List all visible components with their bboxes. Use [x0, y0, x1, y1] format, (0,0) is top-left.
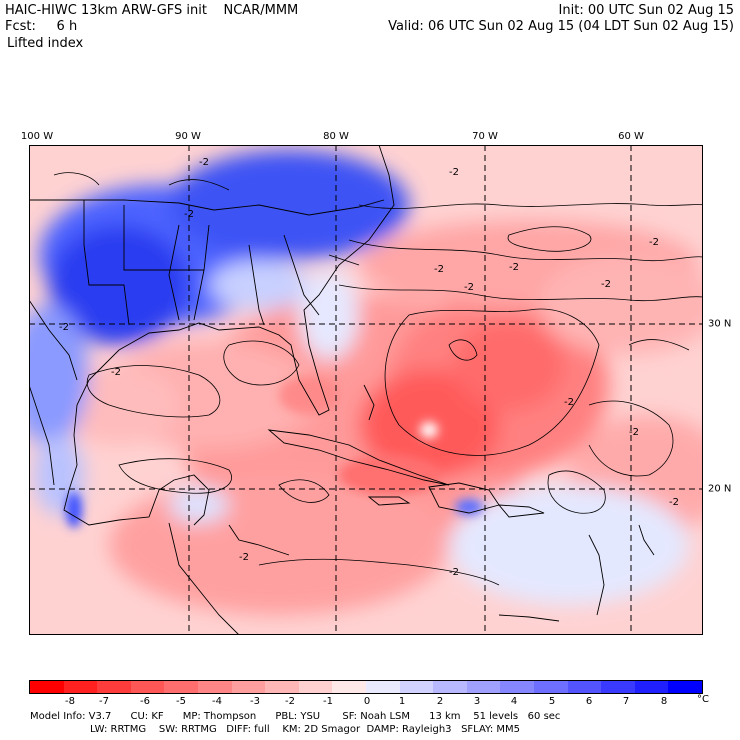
colorbar-swatch: [231, 681, 266, 693]
colorbar-swatch: [332, 681, 366, 693]
colorbar-swatch: [63, 681, 98, 693]
lat-lon-grid: [29, 145, 703, 635]
contour-label: -2: [449, 167, 459, 178]
contour-label: -2: [509, 262, 519, 273]
colorbar-swatch: [668, 681, 702, 693]
colorbar-tick: 2: [436, 696, 444, 707]
model-title: HAIC-HIWC 13km ARW-GFS init NCAR/MMM: [5, 3, 299, 18]
colorbar-tick: 8: [660, 696, 668, 707]
colorbar-tick: 0: [363, 696, 371, 707]
colorbar-swatch: [634, 681, 669, 693]
colorbar-tick: -3: [250, 696, 260, 707]
contour-label: -2: [239, 552, 249, 563]
contour-label: -2: [111, 367, 121, 378]
map-canvas: -2 -2 -2 -2 -2 -2 -2 -2 -2 -2 -2 -2 -2 -…: [29, 145, 703, 635]
contour-label: -2: [59, 322, 69, 333]
colorbar-tick: -2: [285, 696, 295, 707]
lon-label-90w: 90 W: [175, 131, 201, 142]
contour-label: -2: [449, 567, 459, 578]
colorbar-tick: -7: [99, 696, 109, 707]
contour-label: -2: [669, 497, 679, 508]
colorbar-unit: °C: [697, 694, 709, 705]
colorbar-swatch: [500, 681, 534, 693]
forecast-hour: Fcst: 6 h: [5, 19, 78, 34]
contour-label: -2: [601, 279, 611, 290]
colorbar-tick: -8: [65, 696, 75, 707]
colorbar-swatch: [265, 681, 299, 693]
colorbar-swatch: [164, 681, 198, 693]
model-info-line-1: Model Info: V3.7 CU: KF MP: Thompson PBL…: [30, 711, 561, 722]
colorbar-tick: 4: [510, 696, 518, 707]
lon-label-80w: 80 W: [323, 131, 349, 142]
lat-label-20n: 20 N: [708, 483, 732, 495]
colorbar-swatch: [97, 681, 131, 693]
contour-label: -2: [464, 282, 474, 293]
colorbar-swatch: [567, 681, 602, 693]
colorbar-swatch: [601, 681, 635, 693]
colorbar-swatch: [399, 681, 434, 693]
map-border: [29, 145, 703, 635]
lon-label-60w: 60 W: [618, 131, 644, 142]
contour-label: -2: [649, 237, 659, 248]
contour-label: -2: [199, 157, 209, 168]
coastlines: [29, 145, 655, 635]
field-shading: [29, 150, 703, 615]
contour-label: -2: [629, 427, 639, 438]
contour-label-group: -2 -2 -2 -2 -2 -2 -2 -2 -2 -2 -2 -2 -2 -…: [59, 157, 679, 578]
colorbar-tick: 6: [585, 696, 593, 707]
colorbar-tick: -1: [323, 696, 333, 707]
field-name: Lifted index: [7, 36, 84, 51]
colorbar-swatch: [433, 681, 467, 693]
lat-label-30n: 30 N: [708, 318, 732, 330]
colorbar-tick: 1: [398, 696, 406, 707]
valid-time: Valid: 06 UTC Sun 02 Aug 15 (04 LDT Sun …: [388, 19, 734, 34]
contour-label: -2: [564, 397, 574, 408]
colorbar-tick: 5: [548, 696, 556, 707]
colorbar-swatch: [197, 681, 232, 693]
colorbar: [29, 680, 703, 694]
lon-label-70w: 70 W: [472, 131, 498, 142]
lon-label-100w: 100 W: [20, 131, 54, 142]
lifted-index-map: -2 -2 -2 -2 -2 -2 -2 -2 -2 -2 -2 -2 -2 -…: [29, 145, 703, 635]
colorbar-swatch: [298, 681, 333, 693]
colorbar-tick: -6: [140, 696, 150, 707]
init-time: Init: 00 UTC Sun 02 Aug 15: [558, 3, 734, 18]
colorbar-tick: 7: [622, 696, 630, 707]
colorbar-tick: 3: [473, 696, 481, 707]
colorbar-tick: -4: [212, 696, 222, 707]
colorbar-swatch: [365, 681, 400, 693]
contour-label: -2: [434, 264, 444, 275]
colorbar-swatch: [466, 681, 501, 693]
colorbar-swatch: [30, 681, 64, 693]
contour-label: -2: [184, 209, 194, 220]
colorbar-swatch: [533, 681, 568, 693]
contour-lines: [53, 172, 703, 586]
colorbar-tick: -5: [176, 696, 186, 707]
model-info-line-2: LW: RRTMG SW: RRTMG DIFF: full KM: 2D Sm…: [90, 724, 520, 735]
colorbar-swatch: [130, 681, 165, 693]
